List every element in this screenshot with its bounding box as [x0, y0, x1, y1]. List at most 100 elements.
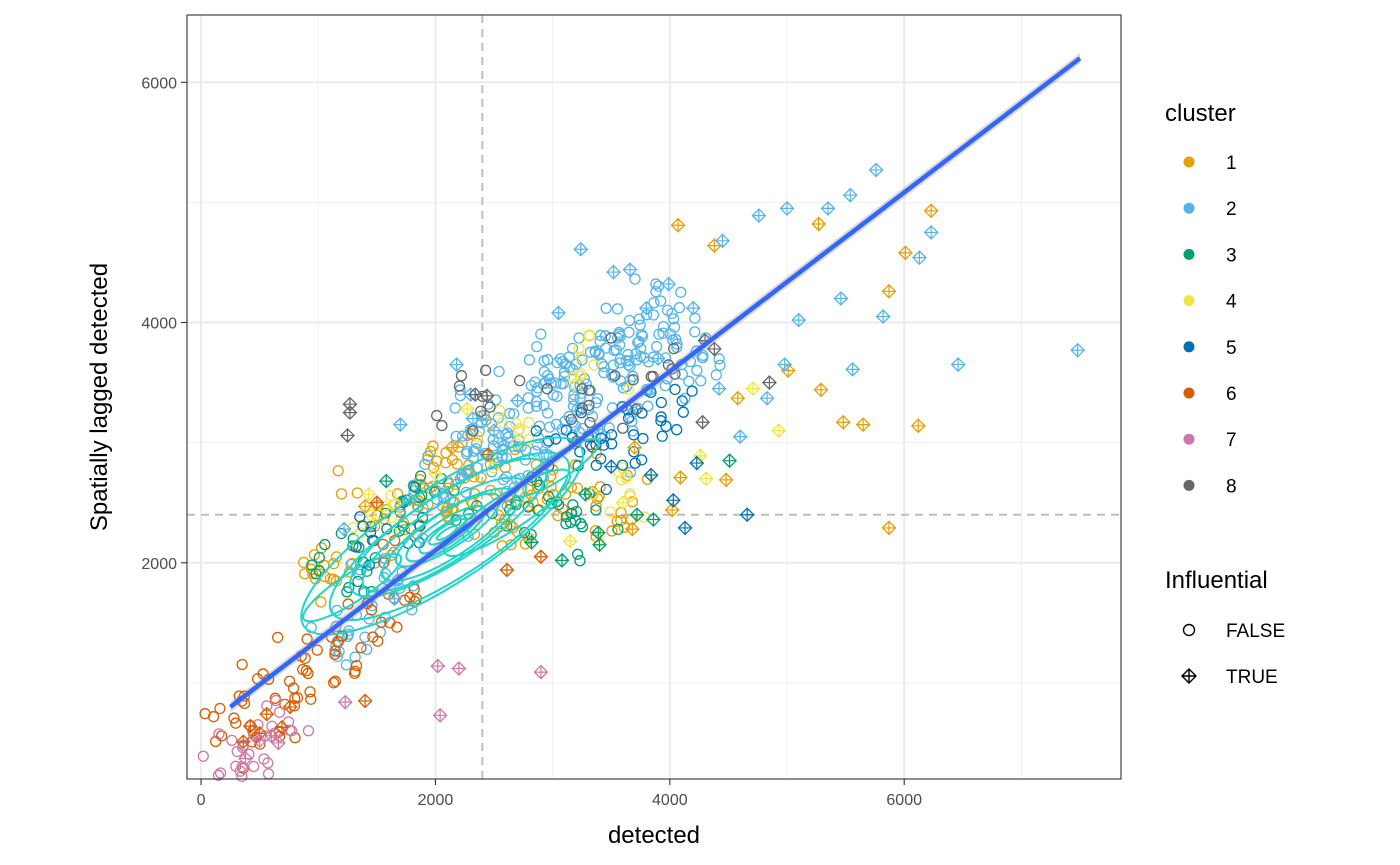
- point-cluster-4: [567, 371, 579, 383]
- influential-marker-plus: [534, 550, 548, 564]
- point-cluster-6: [236, 658, 248, 671]
- point-cluster-2: [608, 344, 620, 356]
- point-cluster-2: [620, 380, 633, 393]
- point-cluster-2: [566, 342, 579, 355]
- point-cluster-4: [574, 370, 586, 382]
- y-tick-label: 2000: [141, 556, 177, 573]
- influential-marker-plus: [379, 474, 393, 488]
- point-cluster-6: [365, 604, 378, 616]
- point-cluster-2: [647, 309, 660, 321]
- point-cluster-2: [655, 295, 667, 307]
- grid: [187, 15, 1121, 779]
- influential-marker-plus: [673, 470, 687, 484]
- point-cluster-2: [502, 431, 514, 443]
- point-cluster-5: [414, 520, 426, 532]
- point-cluster-2: [342, 628, 355, 640]
- point-cluster-7: [213, 728, 225, 740]
- point-cluster-1: [559, 488, 572, 500]
- point-cluster-2: [651, 340, 663, 353]
- point-cluster-1: [519, 538, 531, 550]
- influential-point-cluster-2: [661, 276, 677, 292]
- legend-cluster-swatch-6: [1183, 387, 1195, 399]
- point-cluster-6: [305, 693, 317, 705]
- influential-point-cluster-1: [881, 283, 897, 299]
- influential-marker-diamond: [337, 694, 353, 710]
- influential-point-cluster-1: [672, 470, 688, 485]
- point-cluster-4: [575, 351, 587, 363]
- influential-marker-diamond: [627, 440, 643, 455]
- influential-point-cluster-2: [606, 264, 621, 280]
- legend-influential-title: Influential: [1165, 567, 1268, 594]
- point-cluster-6: [230, 717, 242, 729]
- influential-marker-plus: [912, 251, 926, 265]
- influential-point-cluster-2: [732, 429, 748, 445]
- point-cluster-3: [560, 518, 572, 530]
- point-cluster-2: [567, 393, 580, 405]
- influential-marker-diamond: [638, 300, 654, 316]
- influential-point-cluster-3: [554, 552, 570, 568]
- influential-marker-plus: [343, 406, 357, 420]
- influential-marker-plus: [625, 522, 639, 536]
- influential-point-cluster-7: [270, 735, 286, 751]
- influential-point-cluster-7: [430, 658, 446, 674]
- legend-cluster-label-5: 5: [1226, 338, 1237, 359]
- point-cluster-1: [626, 496, 639, 508]
- point-cluster-5: [676, 395, 688, 407]
- point-cluster-2: [538, 355, 550, 367]
- influential-point-cluster-6: [242, 718, 258, 734]
- influential-marker-plus: [370, 496, 384, 510]
- influential-marker-plus: [719, 473, 733, 487]
- x-tick-label: 6000: [886, 792, 922, 809]
- x-axis-title: detected: [608, 822, 700, 849]
- point-cluster-2: [473, 425, 485, 437]
- influential-point-cluster-1: [923, 203, 939, 219]
- legend-cluster-swatch-2: [1183, 202, 1195, 214]
- influential-marker-plus: [628, 440, 642, 454]
- point-cluster-1: [484, 484, 497, 496]
- point-cluster-2: [551, 356, 563, 369]
- point-cluster-7: [248, 760, 260, 773]
- density-contour-ring: [443, 468, 572, 557]
- influential-marker-plus: [707, 342, 721, 356]
- point-cluster-6: [391, 621, 403, 633]
- point-cluster-6: [228, 712, 240, 724]
- point-cluster-3: [542, 490, 555, 503]
- point-cluster-3: [590, 504, 602, 516]
- point-cluster-1: [505, 539, 517, 551]
- point-cluster-7: [273, 706, 286, 718]
- influential-marker-diamond: [698, 471, 714, 487]
- x-axis: 0 2000 4000 6000: [197, 779, 922, 809]
- point-cluster-2: [556, 423, 568, 435]
- influential-marker-diamond: [692, 448, 708, 464]
- legend-cluster-swatch-4: [1183, 295, 1195, 307]
- influential-marker-plus: [450, 358, 464, 372]
- point-cluster-3: [560, 511, 573, 523]
- point-cluster-8: [627, 374, 639, 386]
- point-cluster-2: [551, 390, 563, 403]
- influential-point-cluster-2: [875, 309, 891, 324]
- influential-marker-plus: [341, 428, 355, 442]
- influential-marker-plus: [778, 358, 792, 372]
- influential-marker-plus: [623, 263, 637, 277]
- y-tick-label: 4000: [141, 316, 177, 333]
- point-cluster-6: [304, 686, 316, 698]
- influential-marker-diamond: [551, 305, 566, 321]
- influential-marker-diamond: [875, 309, 891, 324]
- point-cluster-1: [571, 482, 584, 494]
- legend-cluster-label-2: 2: [1226, 199, 1237, 220]
- x-tick-label: 4000: [652, 792, 688, 809]
- point-cluster-8: [609, 370, 621, 382]
- point-cluster-4: [588, 359, 600, 371]
- point-cluster-2: [657, 327, 669, 339]
- point-cluster-1: [427, 440, 439, 452]
- influential-point-cluster-7: [252, 733, 268, 748]
- influential-point-cluster-8: [467, 387, 483, 403]
- influential-point-cluster-3: [524, 534, 539, 550]
- influential-marker-plus: [707, 239, 721, 253]
- influential-point-cluster-2: [685, 300, 701, 316]
- point-cluster-7: [270, 694, 282, 707]
- influential-marker-diamond: [562, 533, 578, 549]
- influential-marker-plus: [578, 487, 592, 501]
- point-cluster-2: [624, 360, 636, 372]
